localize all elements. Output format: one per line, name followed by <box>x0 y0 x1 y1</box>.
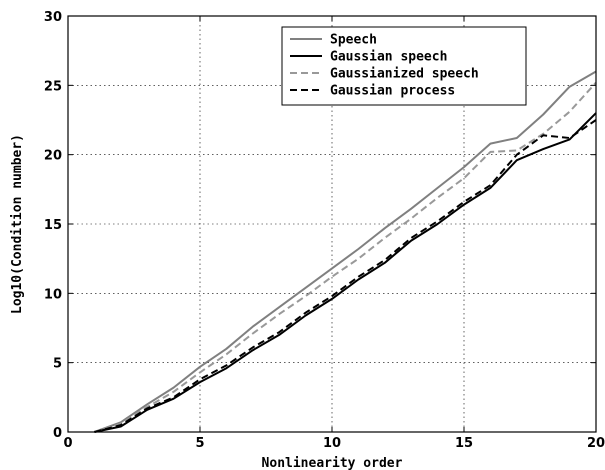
series-line-gaussianized-speech <box>94 81 597 433</box>
series-lines <box>94 70 597 433</box>
x-tick-label: 5 <box>195 436 204 451</box>
x-tick-label: 15 <box>455 436 473 451</box>
grid-lines <box>68 16 596 432</box>
y-tick-label: 0 <box>53 426 62 441</box>
y-axis-label: Log10(Condition number) <box>10 134 25 314</box>
legend-label-gaussianized-speech: Gaussianized speech <box>330 67 479 82</box>
legend: Speech Gaussian speech Gaussianized speech… <box>281 26 527 106</box>
legend-label-speech: Speech <box>330 33 377 48</box>
legend-label-gaussian-speech: Gaussian speech <box>330 50 447 65</box>
series-line-gaussian-process <box>94 119 597 433</box>
axis-ticks: 0 5 10 15 20 0 5 10 15 20 25 30 <box>44 10 605 451</box>
series-line-speech <box>94 70 597 433</box>
y-tick-label: 25 <box>44 79 62 94</box>
legend-label-gaussian-process: Gaussian process <box>330 84 455 99</box>
y-tick-label: 30 <box>44 10 62 25</box>
y-tick-label: 5 <box>53 357 62 372</box>
series-line-gaussian-speech <box>94 112 597 433</box>
x-tick-label: 0 <box>63 436 72 451</box>
y-tick-label: 10 <box>44 287 62 302</box>
y-tick-label: 20 <box>44 149 62 164</box>
y-tick-label: 15 <box>44 218 62 233</box>
x-axis-label: Nonlinearity order <box>262 456 403 470</box>
legend-box <box>281 26 527 106</box>
x-tick-label: 20 <box>587 436 605 451</box>
x-tick-label: 10 <box>323 436 341 451</box>
